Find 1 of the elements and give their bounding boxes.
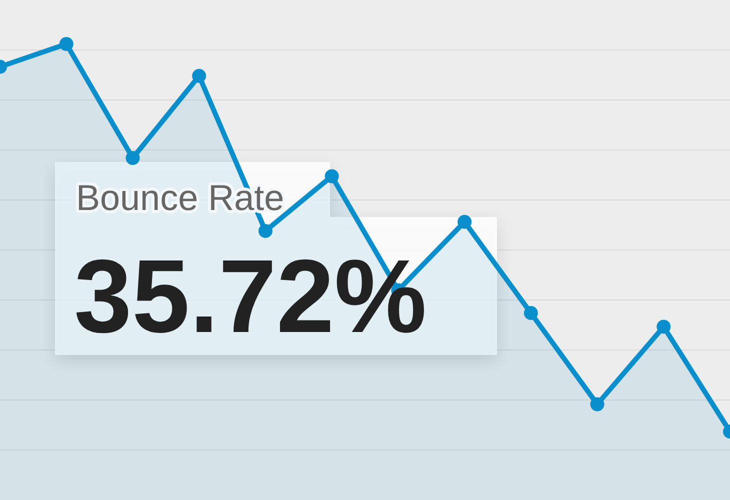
annotation: 35.72%	[74, 239, 427, 355]
